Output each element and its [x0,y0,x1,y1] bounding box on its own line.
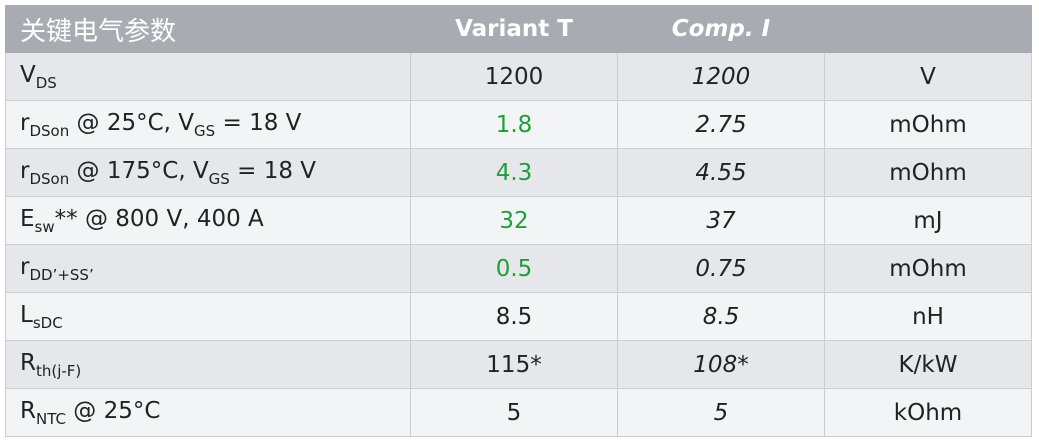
unit: mOhm [824,244,1032,293]
subscript: DSon [29,169,70,188]
variant-value: 8.5 [410,292,618,341]
comp-value: 1200 [617,52,825,101]
subscript: DD’+SS’ [29,265,94,284]
subscript: sDC [32,313,63,332]
parameter-text: r [20,253,30,280]
table-row: rDSon @ 175°C, VGS = 18 V 4.3 4.55 mOhm [5,148,1032,197]
parameter-text: = 18 V [229,157,317,184]
table-row: Rth(j-F) 115* 108* K/kW [5,340,1032,389]
parameter-text: @ 25°C [65,397,161,424]
unit: nH [824,292,1032,341]
parameter-cell: RNTC @ 25°C [5,388,411,437]
subscript: NTC [35,409,66,428]
parameter-text: @ 175°C, V [69,157,209,184]
header-row: 关键电气参数 Variant T Comp. I [5,5,1032,53]
subscript: GS [194,121,216,140]
parameter-text: r [20,157,30,184]
parameter-cell: rDSon @ 25°C, VGS = 18 V [5,100,411,149]
comp-value: 37 [617,196,825,245]
variant-value: 1.8 [410,100,618,149]
parameter-cell: Esw** @ 800 V, 400 A [5,196,411,245]
parameter-text: R [20,349,36,376]
table-row: rDD’+SS’ 0.5 0.75 mOhm [5,244,1032,293]
variant-value: 4.3 [410,148,618,197]
unit: K/kW [824,340,1032,389]
subscript: sw [34,217,55,236]
parameter-text: @ 25°C, V [69,109,195,136]
comp-value: 2.75 [617,100,825,149]
parameter-cell: VDS [5,52,411,101]
header-cell [824,5,1032,53]
parameter-cell: rDSon @ 175°C, VGS = 18 V [5,148,411,197]
comp-value: 8.5 [617,292,825,341]
parameter-cell: LsDC [5,292,411,341]
variant-value: 5 [410,388,618,437]
header-cell: Comp. I [617,5,825,53]
table-row: rDSon @ 25°C, VGS = 18 V 1.8 2.75 mOhm [5,100,1032,149]
table-row: Esw** @ 800 V, 400 A 32 37 mJ [5,196,1032,245]
header-cell: 关键电气参数 [5,5,411,53]
subscript: th(j-F) [35,361,82,380]
variant-value: 115* [410,340,618,389]
comp-value: 5 [617,388,825,437]
variant-value: 0.5 [410,244,618,293]
variant-value: 1200 [410,52,618,101]
header-cell: Variant T [410,5,618,53]
unit: mJ [824,196,1032,245]
comp-value: 108* [617,340,825,389]
unit: mOhm [824,100,1032,149]
parameter-text: V [20,61,36,88]
variant-value: 32 [410,196,618,245]
parameter-text: E [20,205,35,232]
parameter-cell: Rth(j-F) [5,340,411,389]
unit: V [824,52,1032,101]
parameter-text: ** @ 800 V, 400 A [54,205,264,232]
table-row: VDS 1200 1200 V [5,52,1032,101]
subscript: GS [208,169,230,188]
parameter-text: = 18 V [215,109,302,136]
parameter-cell: rDD’+SS’ [5,244,411,293]
comp-value: 0.75 [617,244,825,293]
comp-value: 4.55 [617,148,825,197]
unit: mOhm [824,148,1032,197]
subscript: DS [35,73,57,92]
parameter-text: R [20,397,36,424]
parameter-text: L [20,301,33,328]
table-row: LsDC 8.5 8.5 nH [5,292,1032,341]
subscript: DSon [29,121,70,140]
parameter-text: r [20,109,30,136]
unit: kOhm [824,388,1032,437]
table-row: RNTC @ 25°C 5 5 kOhm [5,388,1032,437]
